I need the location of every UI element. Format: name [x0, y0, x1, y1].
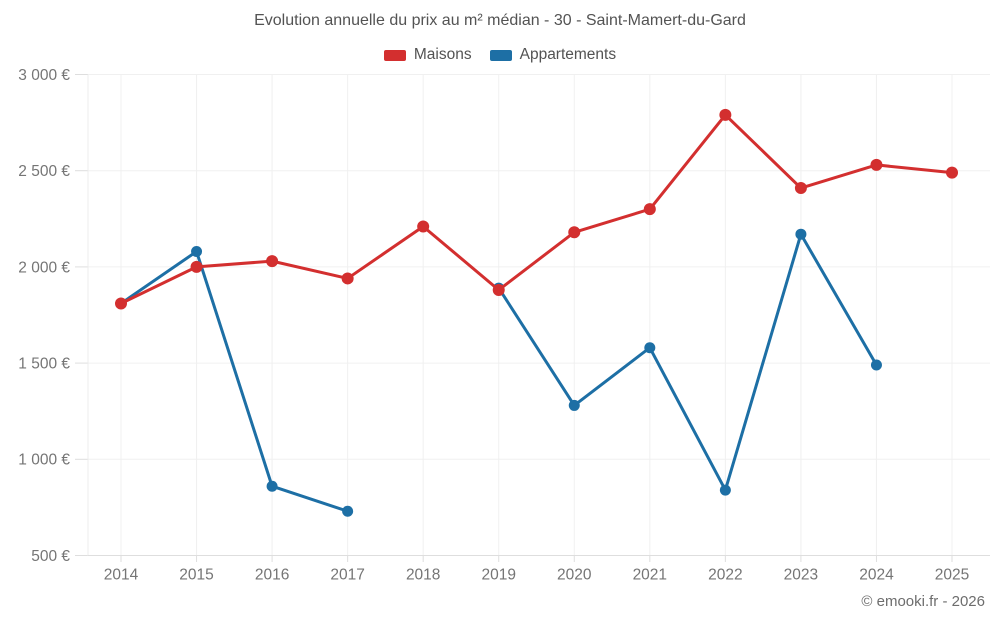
chart-title: Evolution annuelle du prix au m² médian … — [254, 12, 746, 29]
data-point-appartements-2021 — [644, 342, 656, 354]
data-point-appartements-2016 — [266, 480, 278, 492]
legend-item-maisons: Maisons — [383, 46, 472, 64]
data-point-maisons-2019 — [492, 283, 505, 296]
data-point-appartements-2023 — [795, 228, 807, 240]
data-point-maisons-2022 — [719, 108, 732, 121]
x-tick-label-2018: 2018 — [406, 567, 440, 584]
x-tick-label-2016: 2016 — [255, 567, 289, 584]
x-tick-label-2022: 2022 — [708, 567, 742, 584]
chart-legend: Maisons Appartements — [0, 46, 1000, 64]
data-point-maisons-2015 — [190, 260, 203, 273]
data-point-maisons-2023 — [794, 182, 807, 195]
series-line-appartements — [497, 232, 878, 492]
legend-item-appartements: Appartements — [489, 46, 617, 64]
x-tick-label-2024: 2024 — [859, 567, 894, 584]
data-point-maisons-2024 — [870, 158, 883, 171]
data-point-maisons-2025 — [946, 166, 958, 179]
x-tick-label-2019: 2019 — [481, 567, 515, 584]
y-tick-label-1000: 1 000 € — [18, 452, 70, 469]
x-tick-label-2017: 2017 — [330, 567, 364, 584]
data-point-maisons-2016 — [266, 255, 279, 268]
data-point-maisons-2017 — [341, 272, 354, 285]
data-point-maisons-2021 — [643, 203, 656, 216]
x-tick-label-2021: 2021 — [633, 567, 667, 584]
x-tick-label-2020: 2020 — [557, 567, 592, 584]
data-point-maisons-2018 — [417, 220, 430, 233]
data-point-appartements-2017 — [342, 505, 354, 517]
data-point-appartements-2022 — [719, 484, 731, 496]
x-tick-label-2015: 2015 — [179, 567, 213, 584]
appartements-legend-label: Appartements — [519, 46, 617, 63]
x-tick-label-2025: 2025 — [935, 567, 969, 584]
data-point-appartements-2020 — [568, 399, 580, 411]
maisons-legend-swatch-icon — [383, 49, 406, 61]
maisons-legend-label: Maisons — [413, 46, 472, 63]
y-tick-label-3000: 3 000 € — [18, 67, 70, 84]
data-point-appartements-2015 — [191, 246, 203, 258]
data-point-appartements-2024 — [870, 359, 882, 371]
series-line-maisons — [119, 113, 954, 305]
y-tick-label-2000: 2 000 € — [18, 259, 70, 276]
y-tick-label-1500: 1 500 € — [18, 356, 70, 373]
x-tick-label-2014: 2014 — [104, 567, 139, 584]
x-tick-label-2023: 2023 — [784, 567, 818, 584]
y-tick-label-2500: 2 500 € — [18, 163, 70, 180]
y-tick-label-500: 500 € — [31, 548, 70, 565]
data-point-maisons-2020 — [568, 226, 581, 239]
watermark: © emooki.fr - 2026 — [861, 593, 985, 610]
appartements-legend-swatch-icon — [489, 49, 512, 61]
series-line-appartements — [119, 250, 350, 513]
data-point-maisons-2014 — [115, 297, 127, 310]
